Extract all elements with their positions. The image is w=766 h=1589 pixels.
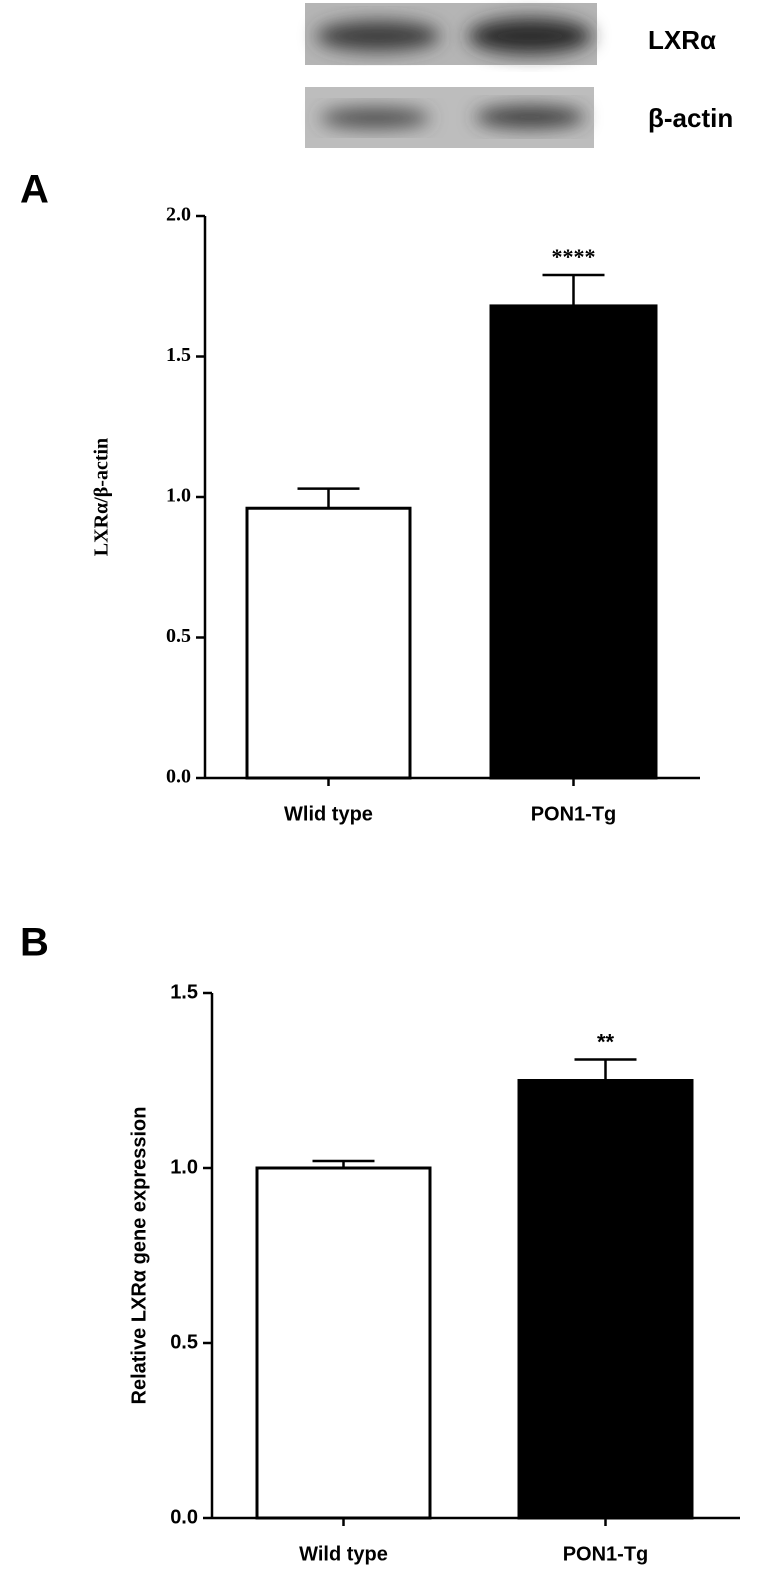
- y-axis-label: LXRα/β-actin: [91, 438, 113, 556]
- y-tick-label: 1.0: [170, 1156, 198, 1178]
- y-tick-label: 1.5: [170, 981, 198, 1003]
- blot-label: LXRα: [648, 25, 716, 55]
- y-tick-label: 1.5: [166, 344, 191, 366]
- blot-label: β-actin: [648, 103, 733, 133]
- blot-band: [320, 108, 430, 128]
- bar: [489, 304, 658, 780]
- y-axis-label: Relative LXRα gene expression: [128, 1107, 150, 1405]
- western-blot: LXRα β-actin: [305, 3, 733, 148]
- chart: A 0.0 0.5 1.0 1.5 2.0 LXRα/β-actin Wlid type PON…: [20, 168, 700, 825]
- bar: [245, 506, 412, 780]
- y-tick-label: 0.5: [170, 1331, 198, 1353]
- x-tick-label: Wild type: [299, 1543, 388, 1565]
- x-tick-label: PON1-Tg: [531, 803, 617, 825]
- blot-band: [475, 106, 585, 128]
- panel-label: B: [20, 921, 49, 965]
- blot-band: [468, 18, 592, 54]
- y-tick-label: 0.0: [166, 766, 191, 788]
- bar: [255, 1166, 432, 1520]
- x-tick-label: PON1-Tg: [563, 1543, 649, 1565]
- y-tick-label: 0.5: [166, 625, 191, 647]
- chart: B 0.0 0.5 1.0 1.5 Relative LXRα gene expressi…: [20, 921, 740, 1565]
- y-tick-label: 1.0: [166, 485, 191, 507]
- blot-band: [316, 21, 440, 51]
- y-tick-label: 0.0: [170, 1506, 198, 1528]
- y-tick-label: 2.0: [166, 204, 191, 226]
- bar: [517, 1079, 694, 1520]
- significance: **: [597, 1029, 615, 1054]
- significance: ****: [552, 244, 596, 269]
- x-tick-label: Wlid type: [284, 803, 373, 825]
- panel-label: A: [20, 168, 49, 212]
